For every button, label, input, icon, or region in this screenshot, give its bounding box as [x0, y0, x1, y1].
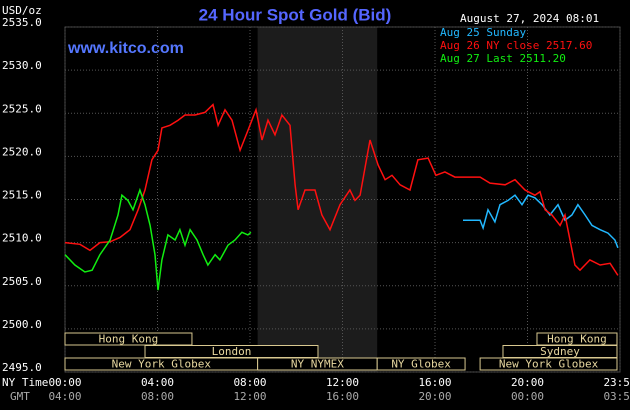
x2-tick-label: 20:00 — [418, 390, 451, 403]
session-label: Hong Kong — [547, 333, 607, 346]
timestamp: August 27, 2024 08:01 — [460, 12, 599, 25]
x-tick-label: 12:00 — [326, 376, 359, 389]
x-tick-label: 20:00 — [511, 376, 544, 389]
legend-entry: Aug 25 Sunday — [440, 26, 526, 39]
legend-entry: Aug 27 Last 2511.20 — [440, 52, 566, 65]
session-label: NY Globex — [391, 358, 451, 371]
legend-entry: Aug 26 NY close 2517.60 — [440, 39, 592, 52]
series-line — [64, 103, 619, 276]
x-row-label: NY Time — [2, 376, 48, 389]
session-label: London — [212, 345, 252, 358]
x2-tick-label: 03:59 — [603, 390, 630, 403]
y-axis-label: USD/oz — [2, 4, 42, 17]
x2-tick-label: 12:00 — [233, 390, 266, 403]
x2-tick-label: 04:00 — [48, 390, 81, 403]
x-tick-label: 08:00 — [233, 376, 266, 389]
session-label: Sydney — [540, 345, 580, 358]
session-label: Hong Kong — [99, 333, 159, 346]
y-tick-label: 2525.0 — [2, 102, 42, 115]
chart-title: 24 Hour Spot Gold (Bid) — [199, 5, 392, 24]
session-box — [376, 357, 466, 371]
x2-tick-label: 08:00 — [141, 390, 174, 403]
y-tick-label: 2535.0 — [2, 16, 42, 29]
session-label: New York Globex — [499, 358, 599, 371]
y-tick-label: 2500.0 — [2, 318, 42, 331]
site-url: www.kitco.com — [67, 40, 184, 57]
y-tick-label: 2495.0 — [2, 361, 42, 374]
x-tick-label: 16:00 — [418, 376, 451, 389]
session-box — [64, 332, 193, 346]
y-tick-label: 2515.0 — [2, 189, 42, 202]
session-label: New York Globex — [112, 358, 212, 371]
x2-row-label: GMT — [10, 390, 30, 403]
y-tick-label: 2510.0 — [2, 232, 42, 245]
y-tick-label: 2520.0 — [2, 145, 42, 158]
x-tick-label: 00:00 — [48, 376, 81, 389]
x-tick-label: 04:00 — [141, 376, 174, 389]
series-line — [64, 187, 252, 291]
x-tick-label: 23:59 — [603, 376, 630, 389]
y-tick-label: 2530.0 — [2, 59, 42, 72]
session-box — [479, 357, 618, 371]
x2-tick-label: 00:00 — [511, 390, 544, 403]
series-line — [463, 194, 619, 249]
x2-tick-label: 16:00 — [326, 390, 359, 403]
session-label: NY NYMEX — [291, 358, 344, 371]
y-tick-label: 2505.0 — [2, 275, 42, 288]
